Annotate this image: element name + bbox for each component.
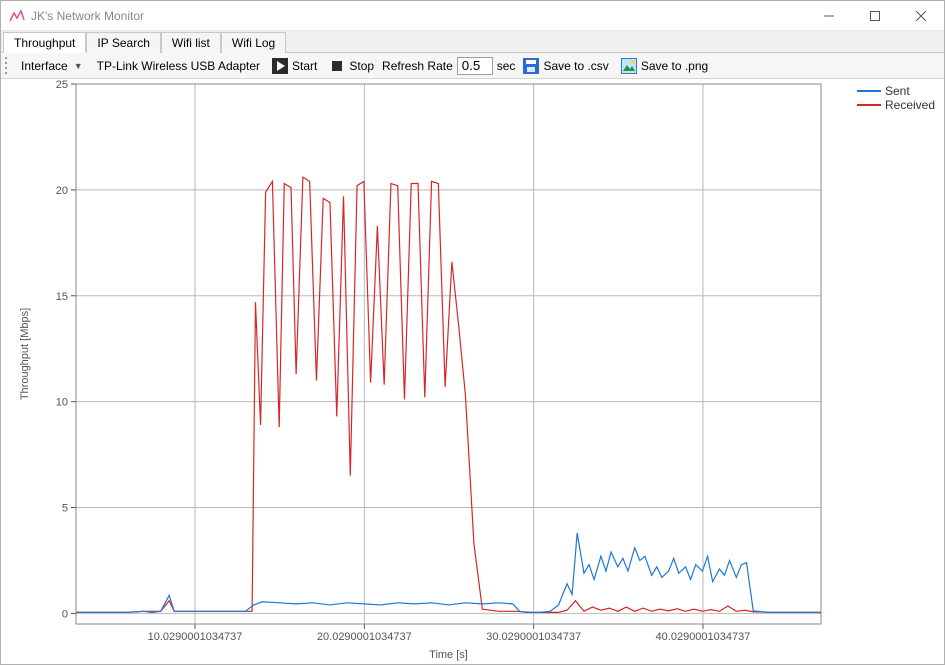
tab-ip-search[interactable]: IP Search	[86, 32, 160, 53]
refresh-rate-input[interactable]	[457, 57, 493, 75]
svg-text:10: 10	[56, 397, 68, 409]
save-csv-button[interactable]: Save to .csv	[519, 56, 612, 76]
refresh-rate-unit: sec	[497, 59, 516, 73]
maximize-button[interactable]	[852, 1, 898, 31]
svg-text:0: 0	[62, 608, 68, 620]
chart-area: 0 5 10 15 20 25 10.0290001034737 20.02900010347…	[1, 79, 944, 664]
svg-text:Sent: Sent	[885, 84, 910, 98]
start-label: Start	[292, 59, 317, 73]
svg-text:Received: Received	[885, 98, 935, 112]
image-icon	[621, 58, 637, 74]
throughput-chart: 0 5 10 15 20 25 10.0290001034737 20.02900010347…	[1, 79, 944, 664]
svg-text:20: 20	[56, 185, 68, 197]
stop-label: Stop	[349, 59, 374, 73]
app-icon	[9, 8, 25, 24]
stop-button[interactable]: Stop	[325, 56, 378, 76]
play-icon	[272, 58, 288, 74]
svg-text:15: 15	[56, 291, 68, 303]
save-csv-label: Save to .csv	[543, 59, 608, 73]
interface-label: Interface	[21, 59, 68, 73]
titlebar: JK's Network Monitor	[1, 1, 944, 31]
toolbar: Interface ▼ TP-Link Wireless USB Adapter…	[1, 53, 944, 79]
interface-dropdown[interactable]: Interface ▼	[17, 57, 89, 75]
svg-text:30.0290001034737: 30.0290001034737	[486, 631, 581, 643]
svg-text:Throughput [Mbps]: Throughput [Mbps]	[19, 308, 31, 400]
chevron-down-icon: ▼	[72, 61, 85, 71]
svg-text:40.0290001034737: 40.0290001034737	[656, 631, 751, 643]
stop-icon	[329, 58, 345, 74]
minimize-button[interactable]	[806, 1, 852, 31]
svg-text:25: 25	[56, 79, 68, 91]
svg-text:20.0290001034737: 20.0290001034737	[317, 631, 412, 643]
svg-text:5: 5	[62, 503, 68, 515]
app-window: JK's Network Monitor ThroughputIP Search…	[0, 0, 945, 665]
save-png-button[interactable]: Save to .png	[617, 56, 712, 76]
svg-text:Time [s]: Time [s]	[429, 649, 468, 661]
save-png-label: Save to .png	[641, 59, 708, 73]
tab-throughput[interactable]: Throughput	[3, 32, 86, 53]
tab-bar: ThroughputIP SearchWifi listWifi Log	[1, 31, 944, 53]
save-icon	[523, 58, 539, 74]
refresh-rate-label: Refresh Rate	[382, 59, 453, 73]
svg-text:10.0290001034737: 10.0290001034737	[148, 631, 243, 643]
start-button[interactable]: Start	[268, 56, 321, 76]
tab-wifi-log[interactable]: Wifi Log	[221, 32, 286, 53]
interface-value: TP-Link Wireless USB Adapter	[93, 59, 264, 73]
toolbar-grip[interactable]	[5, 57, 11, 75]
window-title: JK's Network Monitor	[31, 9, 144, 23]
close-button[interactable]	[898, 1, 944, 31]
tab-wifi-list[interactable]: Wifi list	[161, 32, 221, 53]
